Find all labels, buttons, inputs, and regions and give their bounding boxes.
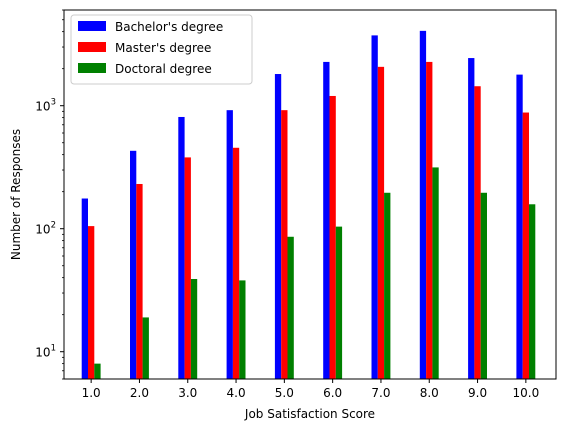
bar-master-s-degree-6.0 [329, 95, 336, 379]
bar-doctoral-degree-9.0 [480, 192, 487, 379]
legend-label: Doctoral degree [115, 62, 212, 76]
legend-label: Master's degree [115, 41, 211, 55]
y-axis-label: Number of Responses [9, 129, 23, 260]
bar-master-s-degree-3.0 [184, 157, 191, 379]
x-tick-label: 9.0 [468, 386, 487, 400]
bar-doctoral-degree-1.0 [94, 363, 101, 379]
bar-master-s-degree-9.0 [474, 86, 481, 379]
bars-group [81, 30, 536, 380]
bar-bachelor-s-degree-9.0 [468, 58, 475, 380]
bar-master-s-degree-1.0 [88, 226, 95, 379]
bar-master-s-degree-7.0 [377, 66, 385, 379]
bar-master-s-degree-10.0 [522, 112, 529, 379]
x-tick-label: 1.0 [82, 386, 101, 400]
x-tick-label: 8.0 [420, 386, 439, 400]
bar-master-s-degree-2.0 [136, 183, 143, 379]
bar-bachelor-s-degree-4.0 [226, 110, 233, 380]
bar-doctoral-degree-8.0 [432, 167, 439, 379]
x-tick-label: 2.0 [130, 386, 149, 400]
bar-doctoral-degree-5.0 [287, 236, 294, 379]
bar-doctoral-degree-7.0 [384, 192, 391, 379]
bar-doctoral-degree-3.0 [190, 279, 198, 379]
legend: Bachelor's degree Master's degree Doctoral… [70, 14, 253, 85]
x-tick-label: 6.0 [323, 386, 342, 400]
legend-label: Bachelor's degree [115, 20, 223, 34]
bar-doctoral-degree-10.0 [529, 204, 536, 379]
bar-bachelor-s-degree-5.0 [274, 74, 282, 380]
bar-doctoral-degree-2.0 [142, 317, 149, 379]
x-tick-label: 7.0 [371, 386, 390, 400]
bar-bachelor-s-degree-2.0 [130, 150, 137, 379]
y-tick-label: 103 [35, 98, 56, 114]
x-tick-label: 10.0 [512, 386, 539, 400]
bar-bachelor-s-degree-10.0 [516, 74, 523, 380]
bar-doctoral-degree-6.0 [335, 226, 343, 379]
x-axis-label: Job Satisfaction Score [244, 407, 375, 421]
bar-bachelor-s-degree-7.0 [371, 35, 378, 379]
x-tick-label: 3.0 [178, 386, 197, 400]
x-tick-label: 5.0 [275, 386, 294, 400]
bar-bachelor-s-degree-8.0 [419, 30, 427, 380]
y-tick-label: 101 [35, 344, 56, 360]
bar-master-s-degree-5.0 [281, 110, 288, 380]
y-tick-label: 102 [35, 221, 56, 237]
bar-bachelor-s-degree-6.0 [323, 61, 330, 380]
bar-master-s-degree-4.0 [232, 147, 240, 379]
x-axis-ticks: 1.0 2.0 3.0 4.0 5.0 6.0 7.0 8.0 9.0 10.0 [82, 379, 539, 400]
legend-box [70, 14, 253, 85]
x-tick-label: 4.0 [227, 386, 246, 400]
legend-swatch [78, 21, 106, 31]
plot-frame [63, 9, 557, 380]
y-axis-ticks: 101 102 103 [35, 9, 64, 380]
bar-bachelor-s-degree-1.0 [81, 198, 88, 379]
bar-doctoral-degree-4.0 [239, 280, 246, 379]
bar-bachelor-s-degree-3.0 [178, 116, 185, 379]
legend-swatch [78, 42, 106, 52]
bar-master-s-degree-8.0 [426, 61, 433, 380]
legend-swatch [78, 63, 106, 73]
